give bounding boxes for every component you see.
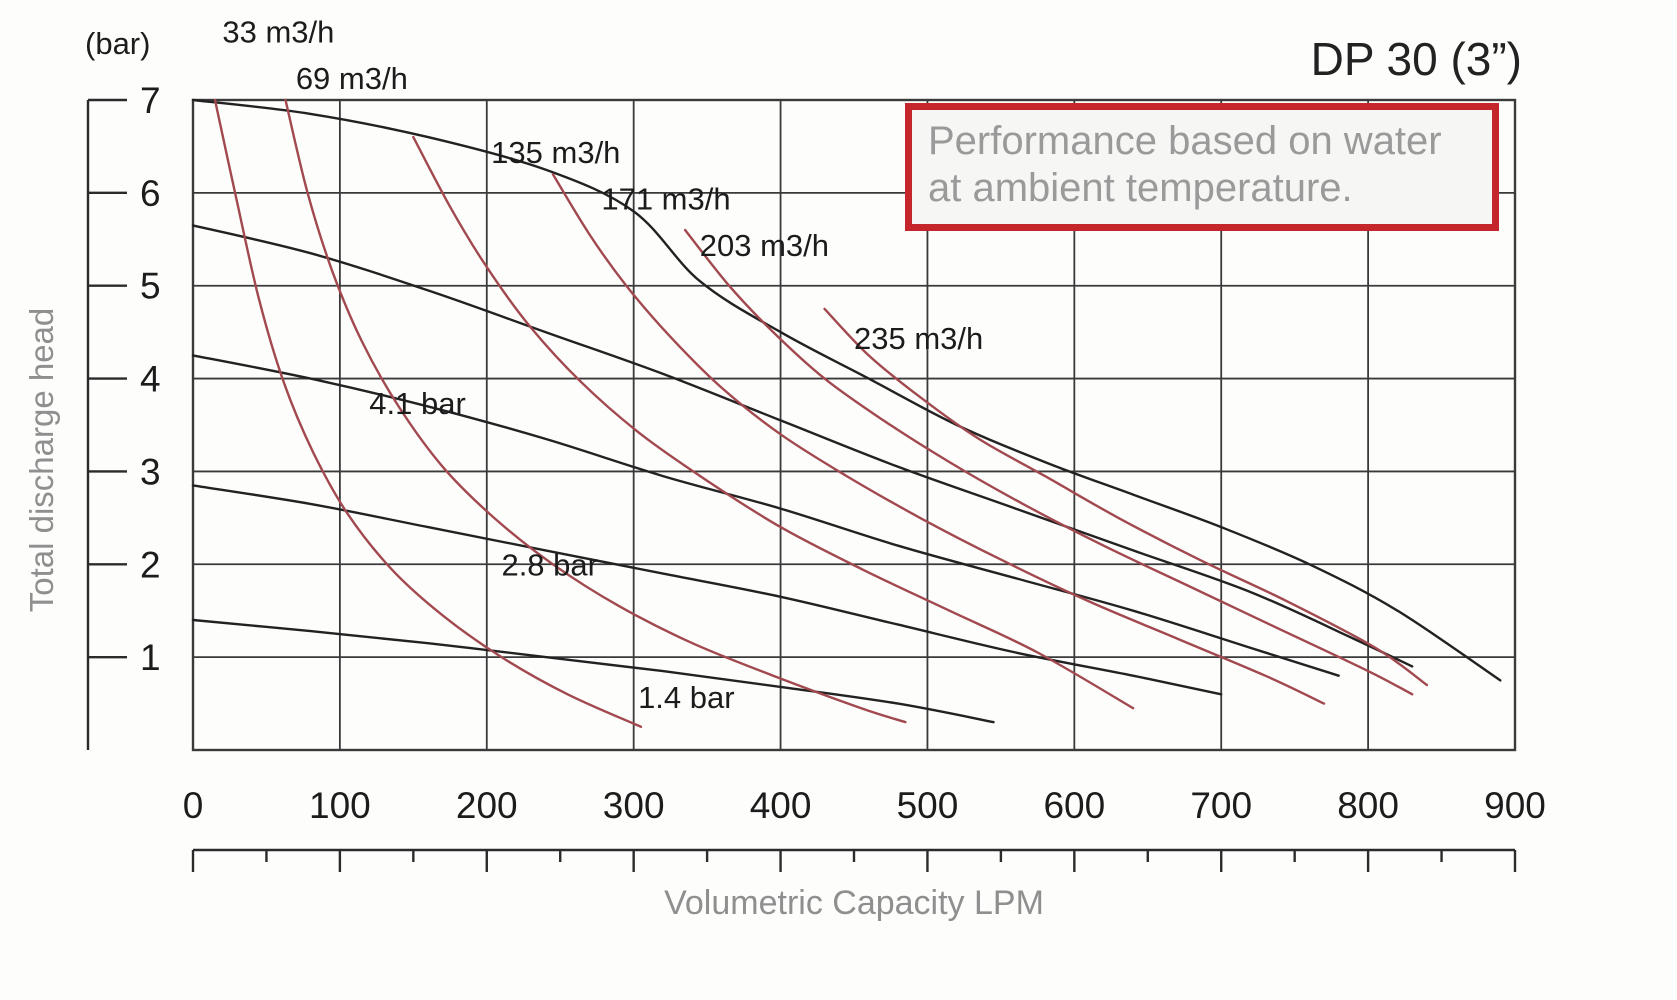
y-tick-label: 3 — [140, 451, 161, 492]
x-tick-label: 600 — [1043, 785, 1105, 826]
x-tick-label: 800 — [1337, 785, 1399, 826]
x-tick-label: 500 — [897, 785, 959, 826]
x-tick-labels: 0 100 200 300 400 500 600 700 800 900 — [183, 785, 1546, 826]
curve-label-air-203-m3h: 203 m3/h — [700, 228, 829, 263]
y-axis-unit-label: (bar) — [85, 26, 151, 61]
y-axis-title: Total discharge head — [23, 307, 60, 613]
curve-pump-curve-2-8-bar — [191, 484, 1223, 696]
curve-pump-curve-1-4-bar — [191, 618, 995, 724]
curve-label-air-135-m3h: 135 m3/h — [491, 135, 620, 170]
x-tick-label: 900 — [1484, 785, 1546, 826]
curve-pump-curve-b — [191, 224, 1414, 668]
x-axis-title: Volumetric Capacity LPM — [664, 884, 1044, 922]
curve-label-air-235-m3h: 235 m3/h — [854, 321, 983, 356]
curve-label-pump-curve-2-8-bar: 2.8 bar — [501, 547, 598, 582]
performance-note-box: Performance based on water at ambient te… — [905, 103, 1499, 232]
curve-air-171-m3h — [551, 173, 1326, 705]
y-tick-labels: 1 2 3 4 5 6 7 — [140, 80, 161, 678]
x-tick-label: 100 — [309, 785, 371, 826]
curve-label-air-171-m3h: 171 m3/h — [601, 182, 730, 217]
curve-label-air-33-m3h: 33 m3/h — [222, 14, 334, 49]
curve-label-air-69-m3h: 69 m3/h — [296, 61, 408, 96]
performance-note-text: Performance based on water at ambient te… — [928, 119, 1442, 211]
y-tick-label: 6 — [140, 173, 161, 214]
curve-pump-curve-a — [191, 98, 1502, 682]
curve-air-33-m3h — [213, 98, 643, 728]
x-tick-label: 300 — [603, 785, 665, 826]
y-axis-ruler — [86, 98, 127, 750]
curve-air-135-m3h — [412, 135, 1135, 710]
curve-air-69-m3h — [284, 98, 907, 724]
y-tick-label: 5 — [140, 266, 161, 307]
x-tick-label: 200 — [456, 785, 518, 826]
x-tick-label: 400 — [750, 785, 812, 826]
x-tick-label: 700 — [1190, 785, 1252, 826]
curve-air-203-m3h — [683, 228, 1414, 696]
y-tick-label: 1 — [140, 637, 161, 678]
x-tick-label: 0 — [183, 785, 204, 826]
y-tick-label: 2 — [140, 544, 161, 585]
x-axis-ruler — [191, 848, 1517, 872]
plot-border — [191, 98, 1517, 752]
curve-air-235-m3h — [823, 307, 1429, 687]
curve-label-pump-curve-1-4-bar: 1.4 bar — [638, 680, 735, 715]
performance-curves — [191, 98, 1502, 728]
curve-pump-curve-4-1-bar — [191, 354, 1340, 677]
y-tick-label: 7 — [140, 80, 161, 121]
curve-labels: 4.1 bar 2.8 bar 1.4 bar 33 m3/h 69 m3/h 135 m… — [222, 14, 983, 715]
chart-title: DP 30 (3”) — [1310, 33, 1522, 85]
curve-label-pump-curve-4-1-bar: 4.1 bar — [369, 386, 466, 421]
y-tick-label: 4 — [140, 359, 161, 400]
